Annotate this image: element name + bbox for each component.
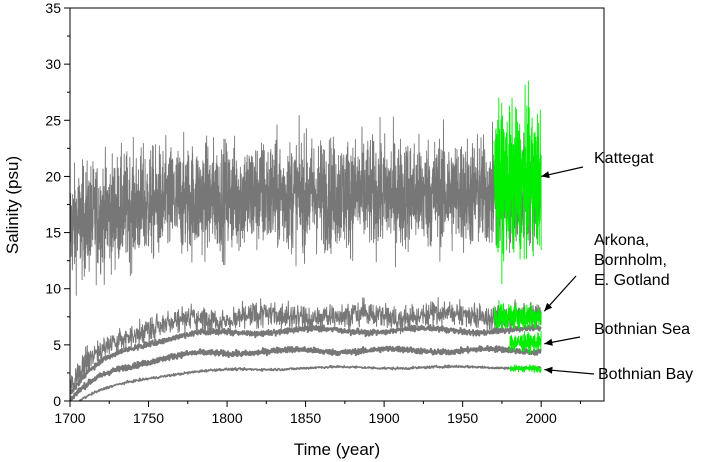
y-tick-label: 25 xyxy=(45,112,61,128)
region-label: Kattegat xyxy=(594,150,654,167)
region-annotation: Bothnian Bay xyxy=(544,366,693,383)
series-bothnian-sea-observed xyxy=(509,330,542,355)
x-tick-label: 1700 xyxy=(54,410,85,426)
region-annotation: Bothnian Sea xyxy=(544,321,690,346)
region-annotation: Kattegat xyxy=(541,150,654,179)
y-tick-label: 0 xyxy=(53,393,61,409)
series-bothnian-bay-observed xyxy=(509,364,542,373)
y-tick-label: 30 xyxy=(45,56,61,72)
region-label: E. Gotland xyxy=(594,272,670,289)
region-annotation: Arkona, Bornholm, E. Gotland xyxy=(543,232,670,312)
x-axis-title: Time (year) xyxy=(294,440,380,459)
series-layer xyxy=(70,80,542,401)
series-kattegat-observed xyxy=(493,80,542,285)
y-axis-title: Salinity (psu) xyxy=(3,156,22,254)
region-label: Bothnian Sea xyxy=(594,321,690,338)
annotation-arrowhead xyxy=(544,366,553,374)
y-tick-label: 35 xyxy=(45,0,61,16)
annotation-arrow xyxy=(544,368,595,375)
y-tick-label: 15 xyxy=(45,225,61,241)
region-label: Bornholm, xyxy=(594,252,667,269)
region-label: Bothnian Bay xyxy=(598,366,693,383)
annotation-arrowhead xyxy=(544,338,553,346)
series-bothnian-bay-model xyxy=(78,364,542,401)
x-tick-label: 1950 xyxy=(447,410,478,426)
y-tick-label: 5 xyxy=(53,337,61,353)
axis-ticks: 1700 1750 1800 1850 1900 1950 2000 0 5 10 15 20 25 30… xyxy=(45,0,581,426)
region-label: Arkona, xyxy=(594,232,649,249)
series-kattegat-model xyxy=(70,114,542,296)
series-arkona-observed xyxy=(493,300,542,329)
y-tick-label: 10 xyxy=(45,281,61,297)
region-annotations: Kattegat Arkona, Bornholm, E. Gotland Bothni… xyxy=(541,150,693,383)
x-tick-label: 1850 xyxy=(290,410,321,426)
series-bothnian-sea-model xyxy=(70,344,542,401)
y-tick-label: 20 xyxy=(45,168,61,184)
annotation-arrowhead xyxy=(541,171,550,179)
series-arkona-model-upper xyxy=(70,297,542,393)
x-tick-label: 1800 xyxy=(211,410,242,426)
series-arkona-model-lower xyxy=(70,323,542,395)
x-tick-label: 1750 xyxy=(133,410,164,426)
annotation-arrowhead xyxy=(544,302,553,312)
x-tick-label: 1900 xyxy=(369,410,400,426)
x-tick-label: 2000 xyxy=(526,410,557,426)
